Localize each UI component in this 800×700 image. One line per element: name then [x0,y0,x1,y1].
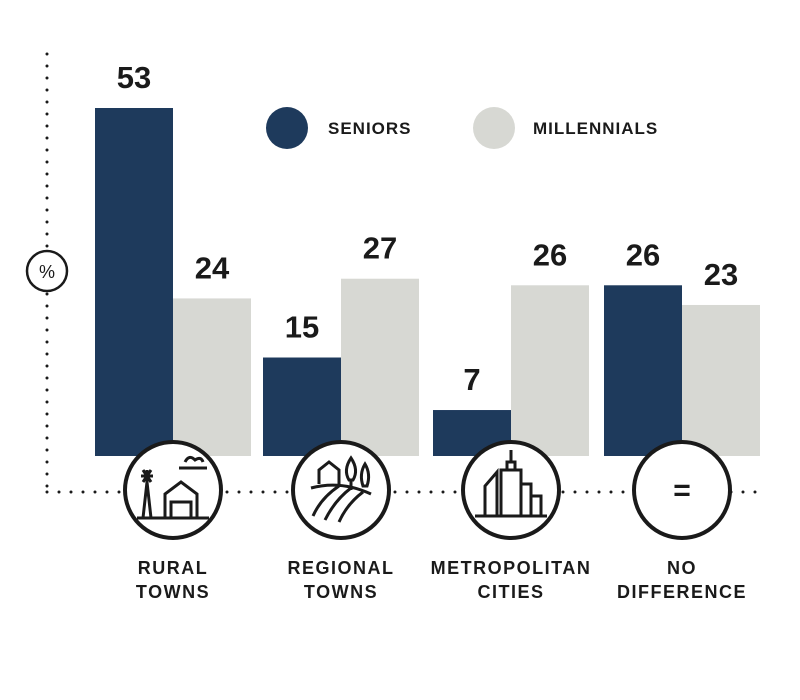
legend-label-millennials: MILLENNIALS [533,119,658,138]
category-label-line1: NO [667,558,697,578]
category-label-line2: TOWNS [136,582,210,602]
category-label-line2: DIFFERENCE [617,582,747,602]
legend-swatch-millennials [473,107,515,149]
category-label-line2: TOWNS [304,582,378,602]
farm-icon [123,440,223,540]
bar-seniors-3 [604,285,682,456]
equals-symbol: = [673,474,691,507]
regional-town-icon [291,440,391,540]
category-label-line1: METROPOLITAN [431,558,592,578]
data-label: 24 [195,250,230,285]
category-label-line2: CITIES [477,582,544,602]
data-label: 23 [704,257,738,292]
legend: SENIORS MILLENNIALS [266,107,658,149]
data-label: 26 [626,237,660,272]
category-label-line1: REGIONAL [287,558,394,578]
bar-seniors-0 [95,108,173,456]
equals-icon: = [632,440,732,540]
bar-millennials-1 [341,278,419,456]
city-icon [461,440,561,540]
y-axis-label: % [39,262,55,282]
bar-millennials-0 [173,298,251,456]
legend-swatch-seniors [266,107,308,149]
data-label: 27 [363,231,397,266]
category-label-line1: RURAL [138,558,209,578]
legend-label-seniors: SENIORS [328,119,412,138]
y-axis-unit: % [25,249,69,293]
data-label: 7 [463,362,480,397]
bar-seniors-1 [263,357,341,456]
bar-millennials-2 [511,285,589,456]
data-label: 15 [285,310,319,345]
data-label: 53 [117,60,151,95]
bar-millennials-3 [682,304,760,456]
data-label: 26 [533,237,567,272]
